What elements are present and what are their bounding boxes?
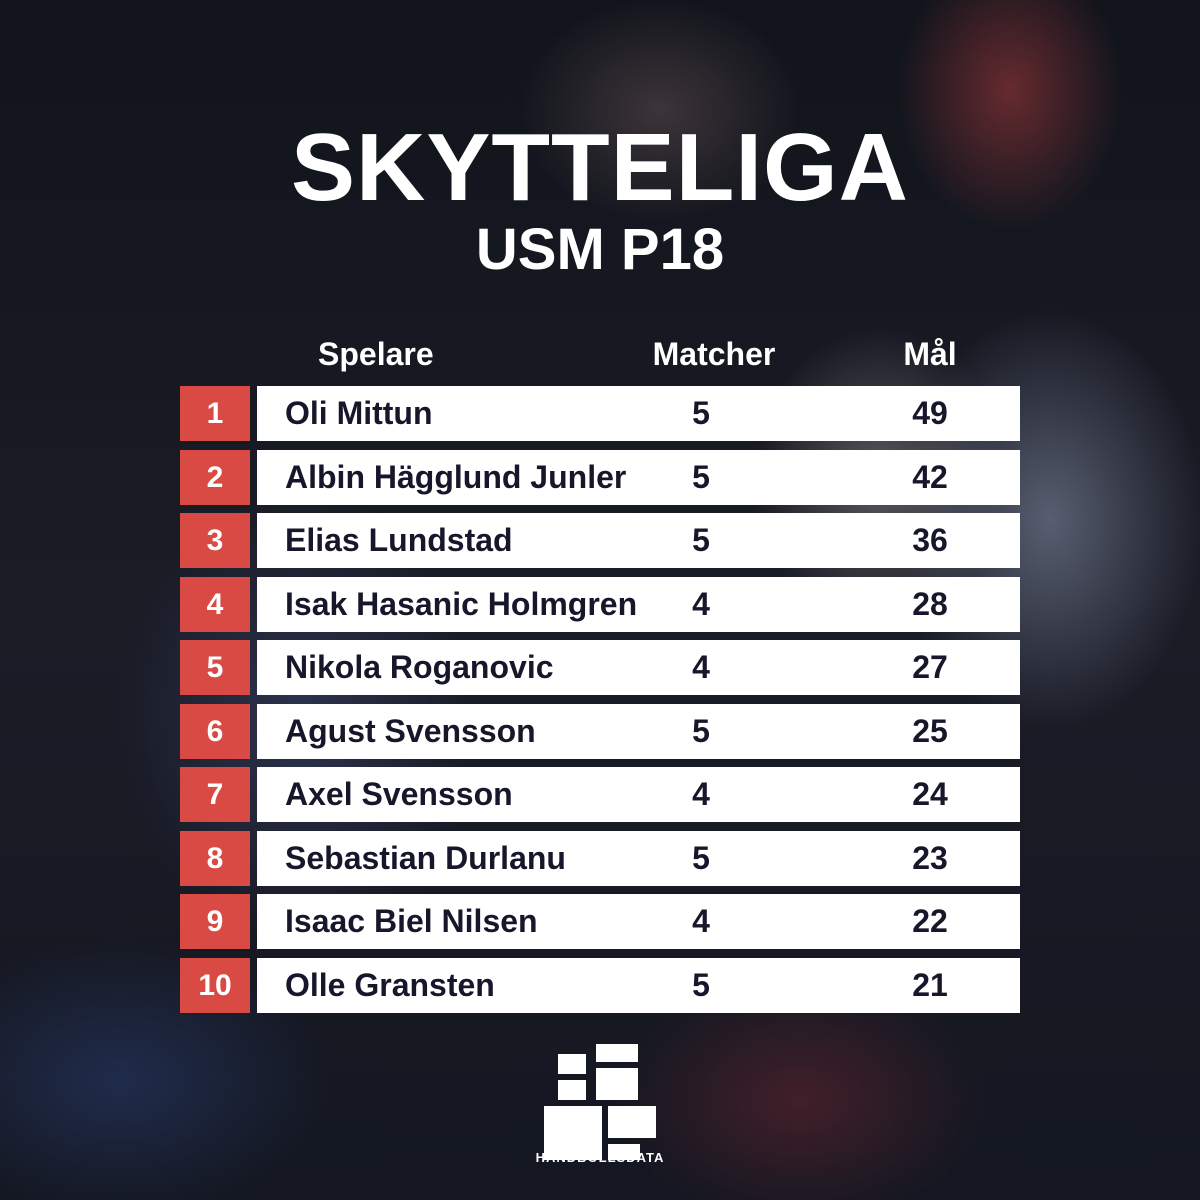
table-row: 3 Elias Lundstad 5 36 bbox=[180, 513, 1020, 568]
table-row: 7 Axel Svensson 4 24 bbox=[180, 767, 1020, 822]
rank-badge: 10 bbox=[180, 957, 250, 1013]
table-row: 2 Albin Hägglund Junler 5 42 bbox=[180, 449, 1020, 505]
rank-badge: 7 bbox=[180, 767, 250, 822]
row-bar bbox=[257, 386, 1020, 441]
table-row: 1 Oli Mittun 5 49 bbox=[180, 386, 1020, 441]
table-row: 4 Isak Hasanic Holmgren 4 28 bbox=[180, 576, 1020, 632]
rank-badge: 2 bbox=[180, 449, 250, 505]
matches-value: 5 bbox=[692, 522, 710, 558]
table-row: 9 Isaac Biel Nilsen 4 22 bbox=[180, 894, 1020, 949]
player-name: Isak Hasanic Holmgren bbox=[285, 585, 638, 622]
player-name: Isaac Biel Nilsen bbox=[285, 903, 538, 939]
goals-value: 23 bbox=[912, 839, 948, 876]
matches-value: 4 bbox=[692, 585, 710, 622]
rank-badge: 5 bbox=[180, 640, 250, 695]
row-bar bbox=[257, 640, 1020, 695]
matches-value: 5 bbox=[692, 395, 710, 431]
goals-value: 21 bbox=[912, 966, 948, 1003]
goals-value: 22 bbox=[912, 903, 948, 939]
rank-badge: 8 bbox=[180, 830, 250, 886]
row-bar bbox=[257, 576, 1020, 632]
goals-value: 24 bbox=[912, 776, 948, 812]
goals-value: 36 bbox=[912, 522, 948, 558]
rank-badge: 1 bbox=[180, 386, 250, 441]
row-bar bbox=[257, 894, 1020, 949]
rank-badge: 4 bbox=[180, 576, 250, 632]
table-row: 8 Sebastian Durlanu 5 23 bbox=[180, 830, 1020, 886]
player-name: Agust Svensson bbox=[285, 712, 536, 749]
matches-value: 4 bbox=[692, 776, 710, 812]
brand-name: HANDBOLLSDATA bbox=[535, 1150, 665, 1165]
matches-value: 4 bbox=[692, 649, 710, 685]
goals-value: 49 bbox=[912, 395, 948, 431]
table-row: 5 Nikola Roganovic 4 27 bbox=[180, 640, 1020, 695]
matches-value: 5 bbox=[692, 839, 710, 876]
scoring-table: 1 Oli Mittun 5 49 2 Albin Hägglund Junle… bbox=[180, 386, 1020, 1021]
table-row: 10 Olle Gransten 5 21 bbox=[180, 957, 1020, 1013]
player-name: Sebastian Durlanu bbox=[285, 839, 566, 876]
player-name: Axel Svensson bbox=[285, 776, 513, 812]
goals-value: 28 bbox=[912, 585, 948, 622]
column-header-player: Spelare bbox=[318, 336, 434, 372]
table-row: 6 Agust Svensson 5 25 bbox=[180, 703, 1020, 759]
matches-value: 5 bbox=[692, 458, 710, 495]
goals-value: 42 bbox=[912, 458, 948, 495]
matches-value: 5 bbox=[692, 712, 710, 749]
matches-value: 4 bbox=[692, 903, 710, 939]
handbollsdata-logo-icon bbox=[544, 1044, 656, 1160]
column-header-goals: Mål bbox=[903, 336, 957, 372]
player-name: Oli Mittun bbox=[285, 395, 433, 431]
row-bar bbox=[257, 767, 1020, 822]
row-bar bbox=[257, 957, 1020, 1013]
player-name: Nikola Roganovic bbox=[285, 649, 554, 685]
goals-value: 25 bbox=[912, 712, 948, 749]
row-bar bbox=[257, 513, 1020, 568]
row-bar bbox=[257, 703, 1020, 759]
page-title: SKYTTELIGA bbox=[290, 114, 909, 221]
rank-badge: 3 bbox=[180, 513, 250, 568]
row-bar bbox=[257, 449, 1020, 505]
row-bar bbox=[257, 830, 1020, 886]
player-name: Olle Gransten bbox=[285, 966, 495, 1003]
matches-value: 5 bbox=[692, 966, 710, 1003]
player-name: Albin Hägglund Junler bbox=[285, 458, 627, 495]
goals-value: 27 bbox=[912, 649, 948, 685]
player-name: Elias Lundstad bbox=[285, 522, 513, 558]
page-subtitle: USM P18 bbox=[475, 217, 725, 282]
column-header-matches: Matcher bbox=[652, 336, 776, 372]
rank-badge: 6 bbox=[180, 703, 250, 759]
rank-badge: 9 bbox=[180, 894, 250, 949]
